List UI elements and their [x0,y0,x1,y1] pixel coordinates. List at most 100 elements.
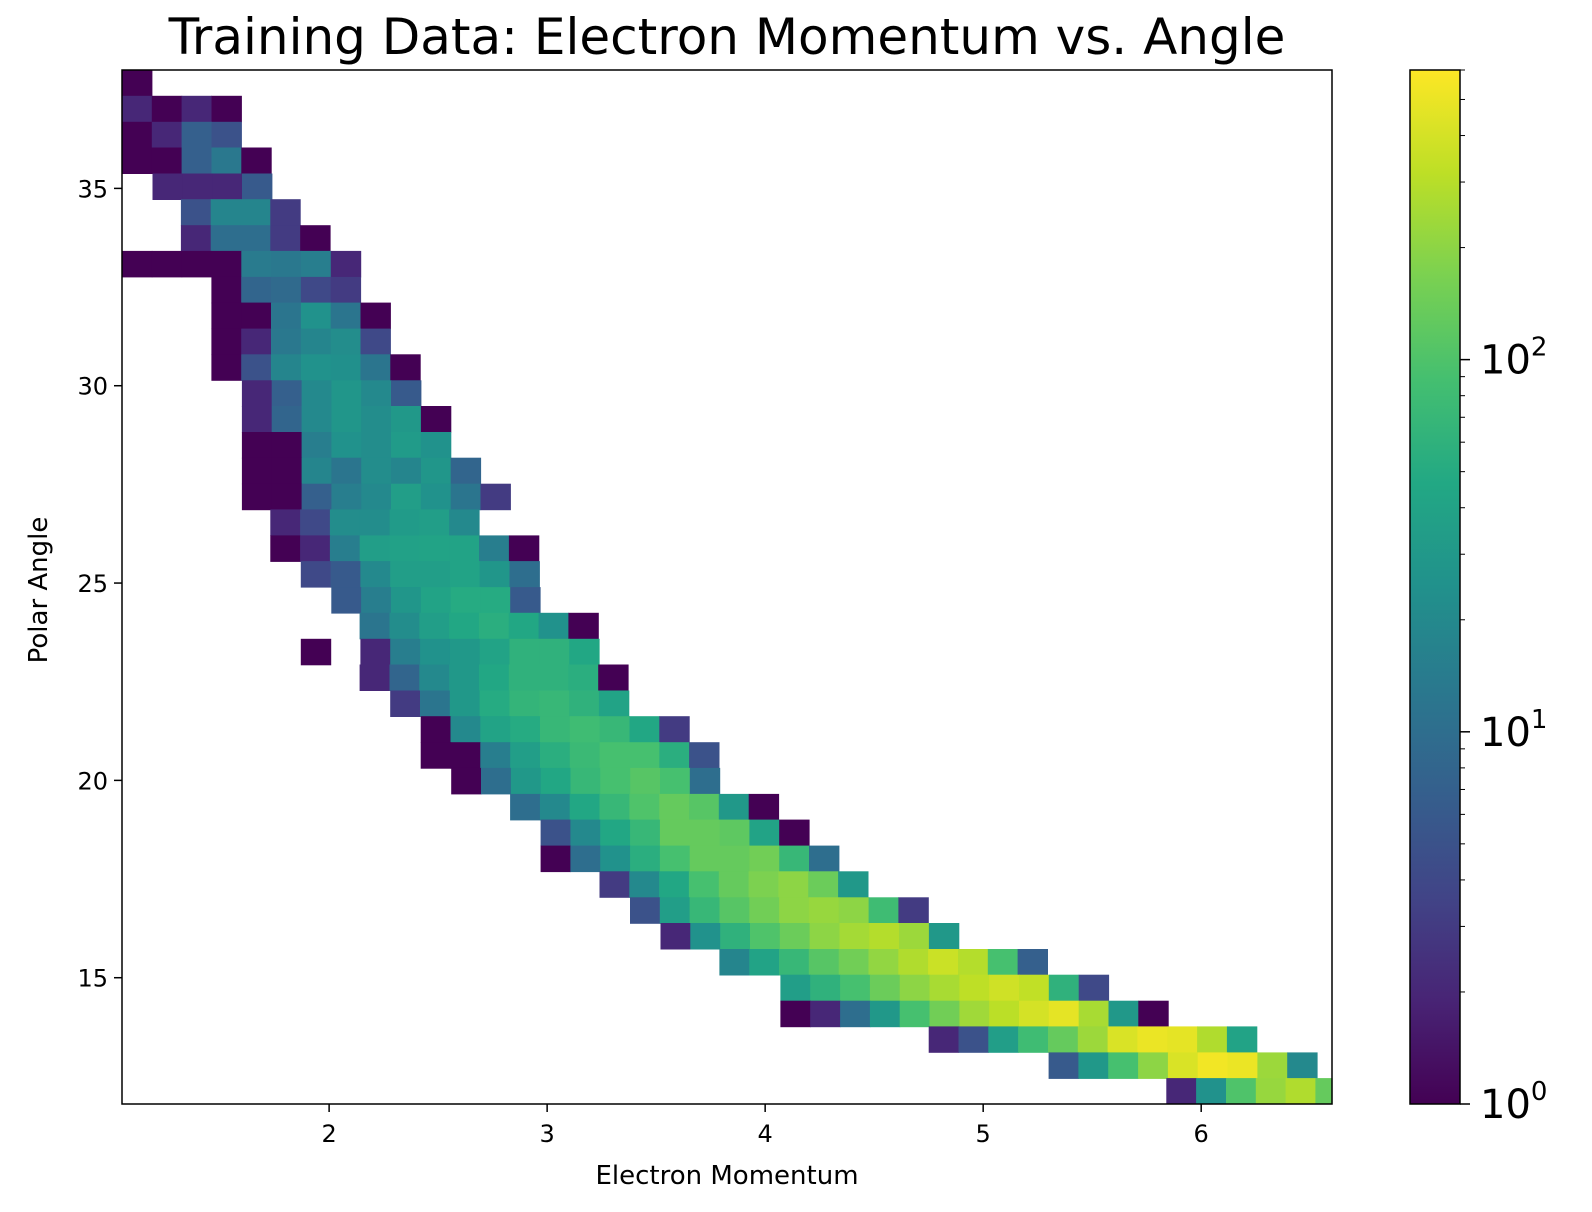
heatmap-cell [630,819,661,847]
heatmap-cell [540,767,572,795]
heatmap-cell [181,147,212,174]
heatmap-cell [568,664,599,691]
x-tick-label: 4 [758,1120,773,1148]
heatmap-cell [749,819,780,847]
x-axis-label: Electron Momentum [595,1161,858,1191]
colorbar-ticks: 100 101 102 [1460,69,1547,1128]
heatmap-cell [540,845,571,873]
heatmap-cell [1048,974,1080,1002]
heatmap-cell [301,406,332,433]
heatmap-cell [509,690,540,717]
heatmap-cell [539,690,570,717]
heatmap-cell [898,949,929,976]
colorbar [1409,69,1461,1105]
heatmap-cell [330,328,362,356]
heatmap-cell [898,897,929,924]
heatmap-cell [241,406,273,433]
heatmap-cell [1227,1052,1258,1079]
heatmap-cell [122,147,153,174]
heatmap-cell [840,974,871,1002]
heatmap-cell [510,587,541,614]
heatmap-cell [241,147,272,174]
heatmap-cell [629,742,660,769]
heatmap-cell [241,483,273,511]
heatmap-cell [928,949,959,976]
heatmap-cell [241,380,273,407]
heatmap-cell [928,1026,960,1053]
heatmap-cell [749,845,780,873]
heatmap-cell [659,897,691,924]
heatmap-cell [420,483,452,511]
heatmap-cell [1167,1026,1198,1053]
heatmap-cell [301,432,332,459]
heatmap-cell [719,819,750,847]
x-axis: 2 3 4 5 6 [321,1104,1209,1148]
heatmap-cell [630,897,661,924]
heatmap-cell [1167,1052,1199,1079]
heatmap-cell [659,871,690,898]
heatmap-cell [899,974,931,1002]
heatmap-cell [300,302,332,330]
heatmap-cell [1108,1052,1139,1079]
heatmap-cell [508,535,540,562]
heatmap-cell [1137,1026,1168,1053]
heatmap-cell [1138,1052,1169,1079]
heatmap-cell [390,638,421,666]
heatmap-cell [480,742,511,769]
heatmap-cell [629,716,660,743]
heatmap-cell [300,509,331,536]
heatmap-cell [750,923,781,950]
heatmap-cell [869,923,900,950]
heatmap-cell [420,690,451,717]
heatmap-cell [360,328,391,356]
heatmap-cell [659,845,691,873]
heatmap-cell [390,354,421,381]
heatmap-cell [241,302,272,330]
heatmap-cell [1018,1026,1049,1053]
heatmap-cell [1255,1078,1287,1105]
heatmap-cell [241,354,272,381]
heatmap-cell [449,690,481,717]
heatmap-cell [389,509,420,536]
heatmap-cell [659,819,691,847]
heatmap-cell [659,793,690,821]
heatmap-cell [361,380,392,407]
heatmap-cell [510,767,542,795]
heatmap-cell [839,923,870,950]
heatmap-cell [451,767,482,795]
heatmap-cell [300,561,332,588]
heatmap-cell [300,276,332,304]
heatmap-cell [1019,974,1050,1002]
heatmap-cell [271,302,302,330]
heatmap-cell [749,949,780,976]
heatmap-cell [329,509,361,536]
heatmap-cell [1287,1052,1318,1079]
heatmap-cell [779,949,810,976]
heatmap-cell [748,793,780,821]
heatmap-cell [600,845,631,873]
heatmap-cell [420,561,451,588]
heatmap-cell [540,716,571,743]
heatmap-cell [809,845,840,873]
heatmap-cell [689,767,721,795]
heatmap-cell [1196,1078,1227,1105]
heatmap-cell [959,974,990,1002]
y-tick-label: 35 [77,175,108,203]
heatmap-cell [389,664,420,691]
y-tick-label: 15 [77,965,108,993]
heatmap-cell [509,638,540,666]
heatmap-cell [391,457,422,485]
chart-title: Training Data: Electron Momentum vs. Ang… [168,8,1286,66]
heatmap-cell [569,793,601,821]
heatmap-cell [211,302,242,330]
heatmap-cell [538,664,569,691]
heatmap-cell [838,871,869,898]
heatmap-cell [570,767,601,795]
heatmap-cell [330,250,362,278]
heatmap-cell [420,587,452,614]
heatmap-cell [241,432,273,459]
heatmap-cell [1285,1078,1316,1105]
heatmap-cell [450,716,481,743]
heatmap-cell [301,483,332,511]
x-tick-label: 2 [321,1120,336,1148]
